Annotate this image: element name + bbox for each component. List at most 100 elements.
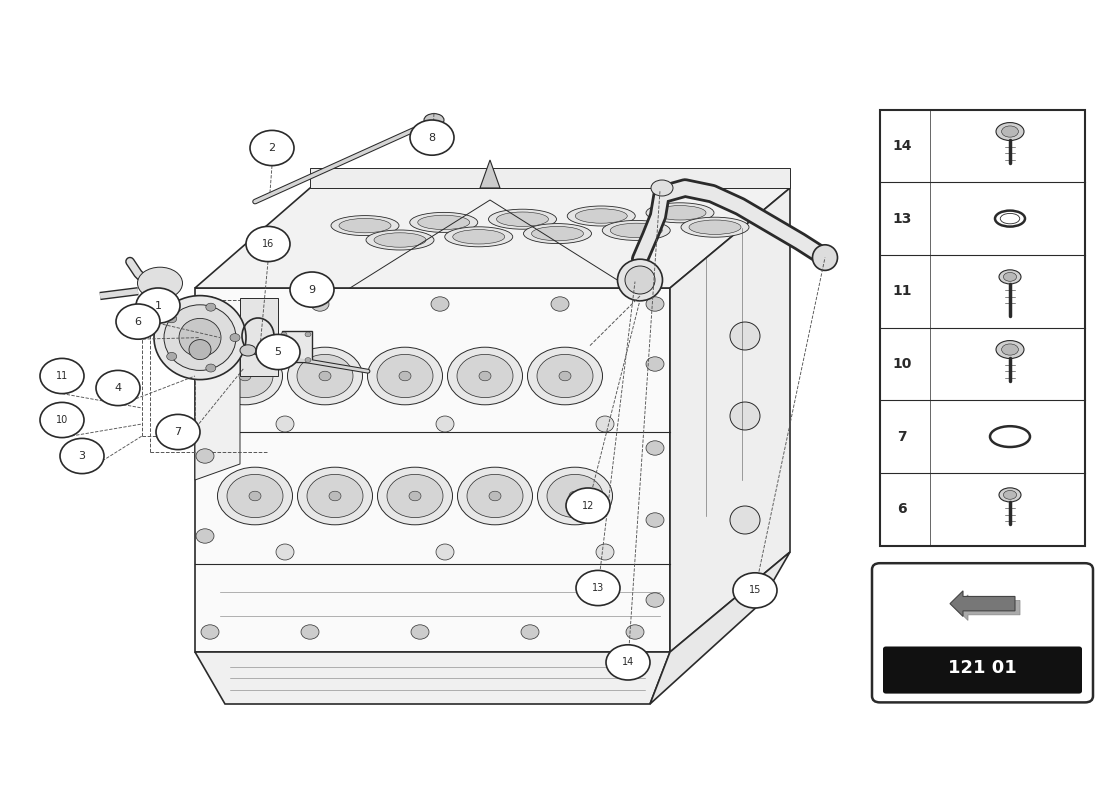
Text: 1: 1 bbox=[154, 301, 162, 310]
Ellipse shape bbox=[418, 215, 470, 230]
Circle shape bbox=[167, 314, 177, 322]
Ellipse shape bbox=[496, 212, 549, 226]
Text: 9: 9 bbox=[308, 285, 316, 294]
Circle shape bbox=[306, 274, 326, 290]
Circle shape bbox=[646, 593, 664, 607]
Ellipse shape bbox=[387, 474, 443, 518]
Ellipse shape bbox=[531, 226, 583, 241]
Ellipse shape bbox=[478, 371, 491, 381]
Ellipse shape bbox=[154, 296, 246, 380]
Ellipse shape bbox=[189, 339, 211, 360]
Text: 16: 16 bbox=[262, 239, 274, 249]
Ellipse shape bbox=[227, 474, 283, 518]
Circle shape bbox=[60, 438, 104, 474]
Ellipse shape bbox=[999, 270, 1021, 284]
Ellipse shape bbox=[524, 223, 592, 243]
Ellipse shape bbox=[276, 544, 294, 560]
Ellipse shape bbox=[569, 491, 581, 501]
Ellipse shape bbox=[319, 371, 331, 381]
Text: 5: 5 bbox=[275, 347, 282, 357]
Ellipse shape bbox=[329, 491, 341, 501]
Text: 2: 2 bbox=[268, 143, 276, 153]
Ellipse shape bbox=[377, 354, 433, 398]
Circle shape bbox=[201, 625, 219, 639]
Text: euroParts: euroParts bbox=[284, 310, 576, 426]
Ellipse shape bbox=[436, 544, 454, 560]
Ellipse shape bbox=[999, 488, 1021, 502]
Ellipse shape bbox=[409, 491, 421, 501]
Circle shape bbox=[196, 529, 214, 543]
Ellipse shape bbox=[610, 223, 662, 238]
Text: 14: 14 bbox=[892, 139, 912, 153]
Ellipse shape bbox=[689, 220, 741, 234]
Text: 3: 3 bbox=[78, 451, 86, 461]
FancyBboxPatch shape bbox=[883, 646, 1082, 694]
Ellipse shape bbox=[377, 467, 452, 525]
Polygon shape bbox=[670, 188, 790, 652]
Ellipse shape bbox=[1003, 490, 1016, 499]
Circle shape bbox=[646, 513, 664, 527]
Ellipse shape bbox=[490, 491, 500, 501]
FancyBboxPatch shape bbox=[282, 331, 312, 362]
Ellipse shape bbox=[456, 354, 513, 398]
Circle shape bbox=[551, 297, 569, 311]
Text: 121 01: 121 01 bbox=[948, 659, 1016, 678]
Circle shape bbox=[96, 370, 140, 406]
Text: 6: 6 bbox=[898, 502, 906, 516]
Circle shape bbox=[733, 573, 777, 608]
Ellipse shape bbox=[651, 180, 673, 196]
Ellipse shape bbox=[217, 354, 273, 398]
Ellipse shape bbox=[730, 506, 760, 534]
Ellipse shape bbox=[1003, 273, 1016, 282]
Ellipse shape bbox=[448, 347, 522, 405]
Circle shape bbox=[206, 364, 216, 372]
Circle shape bbox=[626, 625, 644, 639]
Text: 4: 4 bbox=[114, 383, 122, 393]
Circle shape bbox=[250, 130, 294, 166]
Ellipse shape bbox=[654, 206, 706, 220]
Ellipse shape bbox=[138, 267, 183, 299]
Text: 7: 7 bbox=[898, 430, 906, 443]
Ellipse shape bbox=[179, 318, 221, 357]
Circle shape bbox=[301, 625, 319, 639]
FancyBboxPatch shape bbox=[872, 563, 1093, 702]
Text: 13: 13 bbox=[592, 583, 604, 593]
Text: 8: 8 bbox=[428, 133, 436, 142]
Ellipse shape bbox=[458, 467, 532, 525]
Ellipse shape bbox=[596, 544, 614, 560]
Ellipse shape bbox=[996, 122, 1024, 141]
Circle shape bbox=[410, 120, 454, 155]
Circle shape bbox=[311, 297, 329, 311]
Circle shape bbox=[290, 272, 334, 307]
Ellipse shape bbox=[603, 220, 670, 240]
Polygon shape bbox=[310, 168, 790, 188]
Ellipse shape bbox=[276, 416, 294, 432]
Ellipse shape bbox=[399, 371, 411, 381]
Text: 13: 13 bbox=[892, 212, 912, 226]
Circle shape bbox=[646, 441, 664, 455]
Ellipse shape bbox=[617, 259, 662, 301]
Ellipse shape bbox=[547, 474, 603, 518]
Ellipse shape bbox=[559, 371, 571, 381]
Ellipse shape bbox=[409, 212, 477, 232]
Circle shape bbox=[156, 414, 200, 450]
Circle shape bbox=[566, 488, 610, 523]
Circle shape bbox=[576, 570, 620, 606]
Ellipse shape bbox=[424, 114, 444, 126]
Ellipse shape bbox=[625, 266, 654, 294]
Ellipse shape bbox=[297, 467, 373, 525]
Polygon shape bbox=[480, 160, 501, 188]
Circle shape bbox=[167, 353, 177, 361]
Ellipse shape bbox=[436, 416, 454, 432]
Circle shape bbox=[196, 361, 214, 375]
Circle shape bbox=[40, 402, 84, 438]
Ellipse shape bbox=[444, 227, 513, 247]
Ellipse shape bbox=[468, 474, 522, 518]
Ellipse shape bbox=[287, 347, 363, 405]
Circle shape bbox=[521, 625, 539, 639]
Circle shape bbox=[305, 358, 311, 362]
Polygon shape bbox=[950, 591, 1015, 617]
Circle shape bbox=[305, 332, 311, 337]
Ellipse shape bbox=[681, 218, 749, 238]
Ellipse shape bbox=[538, 467, 613, 525]
